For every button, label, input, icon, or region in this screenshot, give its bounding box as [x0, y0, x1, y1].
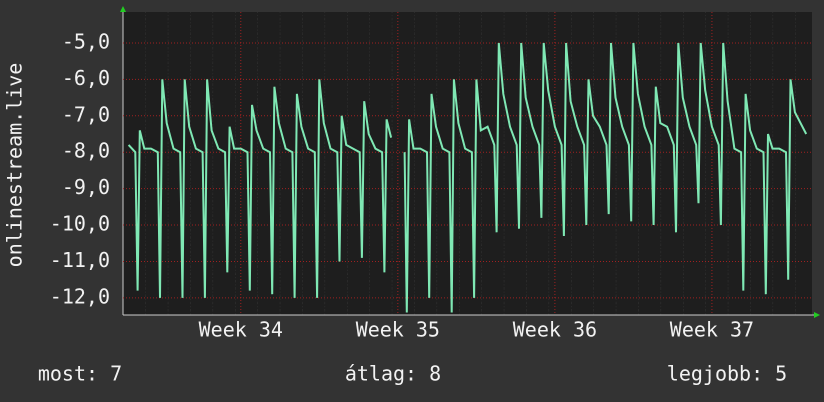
stat-best: legjobb: 5	[667, 362, 787, 386]
y-tick-label: -10,0	[50, 212, 110, 236]
y-tick-label: -6,0	[62, 66, 110, 90]
stat-average: átlag: 8	[345, 362, 441, 386]
y-tick-label: -8,0	[62, 139, 110, 163]
y-tick-label: -5,0	[62, 29, 110, 53]
axis-arrow	[814, 312, 820, 318]
x-tick-label: Week 35	[356, 318, 440, 342]
data-line	[127, 42, 808, 313]
x-tick-label: Week 36	[513, 318, 597, 342]
y-axis-label: onlinestream.live	[3, 63, 27, 268]
y-tick-label: -12,0	[50, 284, 110, 308]
y-tick-label: -7,0	[62, 102, 110, 126]
x-tick-label: Week 34	[199, 318, 283, 342]
stat-current: most: 7	[38, 362, 122, 386]
y-tick-label: -11,0	[50, 248, 110, 272]
x-tick-label: Week 37	[670, 318, 754, 342]
y-tick-label: -9,0	[62, 175, 110, 199]
axis-arrow	[120, 6, 126, 12]
